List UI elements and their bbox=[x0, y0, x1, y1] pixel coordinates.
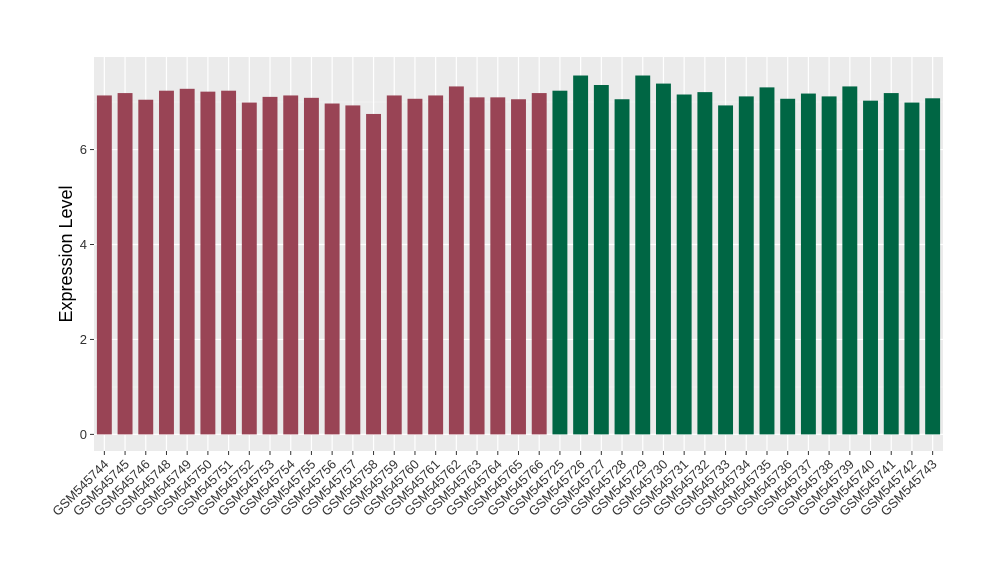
bar-GSM545744 bbox=[96, 95, 112, 435]
bar-GSM545760 bbox=[407, 98, 423, 435]
bar-GSM545764 bbox=[490, 97, 506, 435]
y-axis-ticks: 0 2 4 6 bbox=[80, 142, 94, 442]
bar-GSM545753 bbox=[262, 96, 278, 435]
bar-GSM545734 bbox=[738, 96, 754, 435]
bar-GSM545757 bbox=[345, 105, 361, 435]
bar-GSM545759 bbox=[386, 95, 402, 435]
bar-GSM545725 bbox=[552, 90, 568, 435]
bar-GSM545751 bbox=[221, 90, 237, 435]
bar-GSM545729 bbox=[635, 75, 651, 435]
bar-GSM545762 bbox=[448, 86, 464, 435]
bar-GSM545749 bbox=[179, 88, 195, 435]
bar-GSM545738 bbox=[821, 96, 837, 435]
bar-GSM545761 bbox=[428, 95, 444, 435]
bar-GSM545736 bbox=[780, 98, 796, 435]
bar-GSM545741 bbox=[883, 93, 899, 435]
bar-GSM545746 bbox=[138, 99, 154, 435]
bars bbox=[96, 75, 941, 435]
bar-GSM545740 bbox=[863, 100, 878, 435]
bar-GSM545728 bbox=[614, 99, 630, 435]
y-tick-label: 6 bbox=[80, 142, 87, 157]
bar-GSM545756 bbox=[324, 103, 340, 435]
y-axis-title: Expression Level bbox=[56, 185, 76, 322]
bar-GSM545765 bbox=[511, 99, 526, 435]
y-tick-label: 4 bbox=[80, 237, 87, 252]
bar-GSM545766 bbox=[531, 93, 547, 435]
bar-GSM545750 bbox=[200, 91, 216, 435]
bar-GSM545731 bbox=[676, 94, 692, 435]
bar-GSM545742 bbox=[904, 102, 920, 435]
bar-GSM545758 bbox=[366, 113, 382, 435]
bar-GSM545748 bbox=[159, 90, 174, 435]
bar-GSM545745 bbox=[117, 93, 133, 435]
bar-GSM545730 bbox=[655, 83, 671, 435]
bar-GSM545755 bbox=[303, 97, 319, 435]
y-tick-label: 2 bbox=[80, 332, 87, 347]
bar-GSM545732 bbox=[697, 92, 713, 435]
x-axis-ticks: GSM545744GSM545745GSM545746GSM545748GSM5… bbox=[49, 451, 940, 519]
bar-GSM545727 bbox=[593, 85, 609, 435]
bar-GSM545743 bbox=[925, 98, 941, 435]
bar-GSM545739 bbox=[842, 86, 858, 435]
bar-GSM545726 bbox=[573, 75, 589, 435]
bar-GSM545735 bbox=[759, 87, 775, 435]
bar-GSM545733 bbox=[718, 105, 734, 435]
bar-GSM545763 bbox=[469, 97, 485, 435]
bar-GSM545752 bbox=[241, 102, 257, 435]
y-tick-label: 0 bbox=[80, 427, 87, 442]
bar-GSM545737 bbox=[800, 93, 816, 435]
bar-GSM545754 bbox=[283, 95, 299, 435]
